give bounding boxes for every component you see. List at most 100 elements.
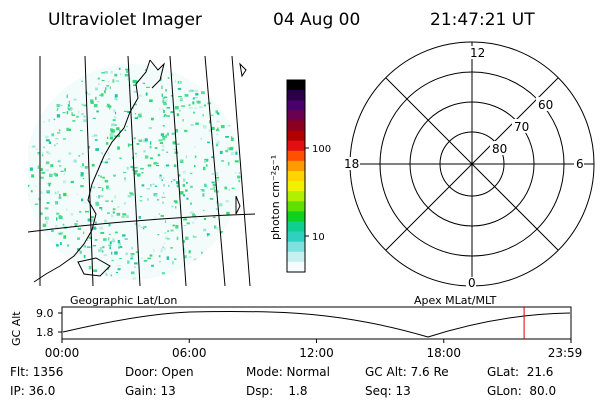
- emission-speckle: [107, 212, 110, 214]
- geographic-image-panel: Geographic Lat/Lon: [28, 55, 256, 307]
- emission-speckle: [192, 214, 196, 218]
- emission-speckle: [115, 111, 117, 115]
- emission-speckle: [195, 122, 199, 125]
- emission-speckle: [93, 226, 96, 230]
- emission-speckle: [83, 231, 85, 234]
- emission-speckle: [152, 183, 155, 186]
- emission-speckle: [179, 97, 183, 100]
- emission-speckle: [57, 160, 60, 162]
- emission-speckle: [154, 147, 158, 149]
- emission-speckle: [81, 198, 84, 202]
- emission-speckle: [166, 151, 169, 153]
- emission-speckle: [79, 250, 82, 254]
- emission-speckle: [180, 191, 184, 195]
- emission-speckle: [123, 171, 127, 174]
- emission-speckle: [139, 94, 142, 97]
- emission-speckle: [212, 183, 217, 187]
- emission-speckle: [158, 176, 162, 179]
- emission-speckle: [194, 165, 196, 168]
- emission-speckle: [194, 96, 198, 99]
- emission-speckle: [118, 246, 120, 249]
- uv-emission-speckles: [28, 67, 241, 280]
- emission-speckle: [100, 93, 104, 97]
- emission-speckle: [159, 261, 161, 263]
- emission-speckle: [188, 256, 192, 258]
- emission-speckle: [130, 165, 134, 168]
- mlat-label-70: 70: [514, 120, 529, 134]
- emission-speckle: [58, 129, 61, 132]
- emission-speckle: [105, 158, 108, 161]
- emission-speckle: [95, 203, 100, 206]
- emission-speckle: [38, 197, 41, 201]
- emission-speckle: [219, 150, 223, 154]
- emission-speckle: [63, 172, 65, 176]
- emission-speckle: [67, 93, 69, 95]
- emission-speckle: [66, 208, 68, 211]
- emission-speckle: [46, 216, 49, 221]
- emission-speckle: [153, 249, 155, 252]
- emission-speckle: [176, 181, 180, 184]
- emission-speckle: [124, 202, 126, 205]
- emission-speckle: [215, 172, 219, 176]
- emission-speckle: [115, 272, 118, 274]
- emission-speckle: [172, 179, 176, 181]
- emission-speckle: [99, 226, 104, 230]
- emission-speckle: [161, 196, 166, 198]
- emission-speckle: [161, 179, 163, 181]
- emission-speckle: [170, 95, 173, 97]
- emission-speckle: [221, 160, 225, 162]
- emission-speckle: [211, 181, 215, 184]
- emission-speckle: [74, 223, 78, 226]
- emission-speckle: [83, 254, 86, 259]
- emission-speckle: [210, 197, 214, 200]
- emission-speckle: [162, 246, 164, 249]
- emission-speckle: [115, 231, 118, 234]
- emission-speckle: [87, 146, 91, 149]
- emission-speckle: [216, 120, 220, 123]
- emission-speckle: [136, 80, 138, 83]
- emission-speckle: [133, 103, 137, 106]
- emission-speckle: [36, 148, 38, 150]
- emission-speckle: [183, 255, 187, 259]
- emission-speckle: [135, 251, 139, 253]
- emission-speckle: [92, 186, 96, 189]
- emission-speckle: [112, 238, 115, 242]
- emission-speckle: [40, 191, 43, 194]
- emission-speckle: [83, 119, 87, 123]
- emission-speckle: [138, 114, 142, 118]
- emission-speckle: [70, 213, 74, 216]
- emission-speckle: [161, 149, 165, 151]
- emission-speckle: [194, 89, 199, 93]
- emission-speckle: [47, 182, 52, 185]
- emission-speckle: [108, 244, 112, 246]
- emission-speckle: [231, 187, 235, 189]
- emission-speckle: [93, 269, 98, 272]
- emission-speckle: [108, 187, 111, 190]
- emission-speckle: [163, 110, 165, 113]
- emission-speckle: [91, 163, 95, 167]
- emission-speckle: [165, 134, 167, 138]
- emission-speckle: [190, 202, 192, 205]
- emission-speckle: [130, 257, 133, 260]
- emission-speckle: [108, 81, 110, 83]
- emission-speckle: [93, 104, 98, 108]
- emission-speckle: [54, 224, 58, 228]
- emission-speckle: [235, 150, 237, 153]
- emission-speckle: [63, 192, 67, 197]
- emission-speckle: [57, 190, 59, 194]
- emission-speckle: [149, 99, 153, 103]
- latitude-line: [28, 213, 256, 233]
- emission-speckle: [31, 174, 35, 178]
- mlt-label-0: 0: [468, 276, 476, 290]
- emission-speckle: [147, 164, 152, 167]
- emission-speckle: [46, 192, 50, 194]
- emission-speckle: [216, 133, 219, 135]
- emission-speckle: [104, 71, 108, 74]
- emission-speckle: [136, 143, 140, 145]
- emission-speckle: [199, 105, 203, 109]
- emission-speckle: [213, 187, 216, 189]
- emission-speckle: [217, 190, 219, 193]
- emission-speckle: [81, 152, 84, 155]
- emission-speckle: [184, 94, 189, 97]
- emission-speckle: [100, 232, 105, 234]
